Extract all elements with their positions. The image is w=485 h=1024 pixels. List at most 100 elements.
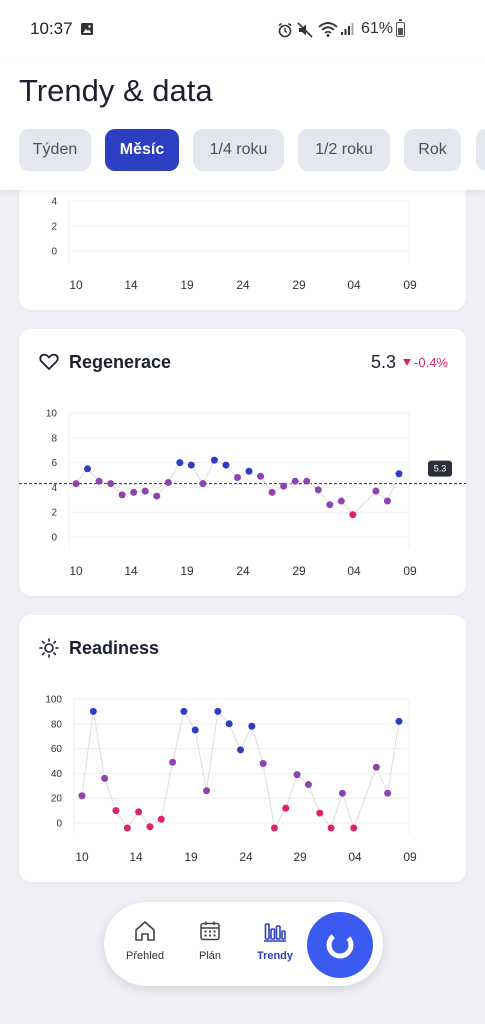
data-point [112, 807, 120, 815]
nav-overview[interactable]: Přehled [117, 920, 173, 962]
data-point [187, 461, 195, 469]
calendar-icon [200, 921, 220, 941]
sync-fab-button[interactable] [307, 912, 373, 978]
x-tick-label: 09 [403, 278, 417, 292]
card-header: Regenerace 5.3 -0.4% [39, 349, 448, 375]
nav-plan[interactable]: Plán [182, 920, 238, 962]
x-tick-label: 19 [180, 564, 194, 578]
y-tick-label: 10 [46, 409, 58, 420]
data-point [291, 477, 299, 485]
tab-half-year[interactable]: 1/2 roku [298, 129, 390, 171]
card-title: Regenerace [69, 351, 172, 372]
nav-trends[interactable]: Trendy [247, 920, 303, 962]
data-point [78, 792, 86, 800]
card-header: Readiness [39, 635, 448, 661]
data-point [214, 707, 222, 715]
y-tick-label: 0 [56, 819, 62, 830]
data-point [164, 478, 172, 486]
data-point [349, 511, 357, 519]
data-point [245, 467, 253, 475]
tab-week[interactable]: Týden [19, 129, 91, 171]
sun-icon [39, 638, 59, 658]
heart-icon [39, 353, 59, 370]
data-point [180, 707, 188, 715]
data-point [210, 456, 218, 464]
y-tick-label: 80 [51, 719, 63, 730]
data-point [338, 789, 346, 797]
y-tick-label: 100 [45, 695, 62, 706]
chart-card-readiness[interactable]: Readiness 100 80 60 40 20 0 10 14 19 24 29 04 09 [19, 615, 466, 882]
data-point [141, 487, 149, 495]
reference-badge [428, 460, 452, 477]
chart-card-regenerace[interactable]: Regenerace 5.3 -0.4% 10 8 6 4 2 0 10 14 19 24 29 04… [19, 329, 466, 596]
data-point [72, 480, 80, 488]
data-point [248, 722, 256, 730]
x-tick-label: 19 [184, 850, 198, 864]
x-tick-label: 10 [69, 564, 83, 578]
card-change: -0.4% [403, 355, 448, 370]
y-tick-label: 4 [51, 197, 57, 208]
y-tick-label: 2 [51, 222, 57, 233]
nav-label: Trendy [256, 950, 294, 962]
data-point [259, 759, 267, 767]
status-bar: 10:37 61% [0, 0, 485, 60]
tab-overflow[interactable] [476, 129, 485, 171]
data-point [395, 470, 403, 478]
status-time: 10:37 [30, 19, 73, 38]
ring-icon [326, 931, 354, 959]
data-point [107, 480, 115, 488]
data-point [123, 824, 131, 832]
x-tick-label: 19 [180, 278, 194, 292]
data-point [203, 787, 211, 795]
series-line [81, 710, 400, 830]
y-tick-label: 4 [51, 483, 57, 494]
x-tick-label: 24 [236, 278, 250, 292]
y-tick-label: 60 [51, 744, 63, 755]
data-point [384, 789, 392, 797]
mute-icon [297, 22, 313, 38]
x-tick-label: 10 [69, 278, 83, 292]
data-point [268, 488, 276, 496]
trend-down-icon [403, 358, 412, 366]
x-tick-label: 29 [293, 850, 307, 864]
card-title: Readiness [69, 637, 160, 658]
data-point [157, 815, 165, 823]
data-point [95, 477, 103, 485]
data-point [130, 488, 138, 496]
data-point [304, 781, 312, 789]
data-point [372, 763, 380, 771]
card-change-value: -0.4% [414, 354, 448, 370]
tab-month[interactable]: Měsíc [105, 129, 179, 171]
regenerace-chart: 10 8 6 4 2 0 10 14 19 24 29 04 09 5.3 [19, 409, 466, 578]
x-tick-label: 10 [75, 850, 89, 864]
data-point [326, 501, 334, 509]
data-point [237, 746, 244, 754]
data-point [222, 461, 230, 469]
data-point [153, 492, 161, 500]
battery-percent: 61% [361, 20, 394, 37]
home-icon [135, 921, 155, 941]
card-value: 5.3 [371, 351, 397, 372]
y-tick-label: 2 [51, 508, 57, 519]
tab-quarter[interactable]: 1/4 roku [193, 129, 284, 171]
page-title: Trendy & data [19, 73, 213, 108]
data-point [282, 804, 290, 812]
period-tabs: Týden Měsíc 1/4 roku 1/2 roku Rok [19, 129, 461, 171]
data-point [146, 823, 154, 831]
x-tick-label: 09 [403, 564, 417, 578]
data-point [270, 824, 278, 832]
alarm-icon [278, 22, 292, 38]
y-tick-label: 0 [51, 247, 57, 258]
x-tick-label: 04 [347, 278, 361, 292]
x-tick-label: 24 [236, 564, 250, 578]
data-point [316, 809, 324, 817]
data-point [293, 771, 301, 779]
data-point [169, 758, 177, 766]
y-tick-label: 6 [51, 458, 57, 469]
data-point [225, 720, 233, 728]
tab-year[interactable]: Rok [404, 129, 461, 171]
data-point [303, 477, 311, 485]
y-tick-label: 20 [51, 794, 63, 805]
data-point [199, 480, 207, 488]
y-tick-label: 8 [51, 433, 57, 444]
